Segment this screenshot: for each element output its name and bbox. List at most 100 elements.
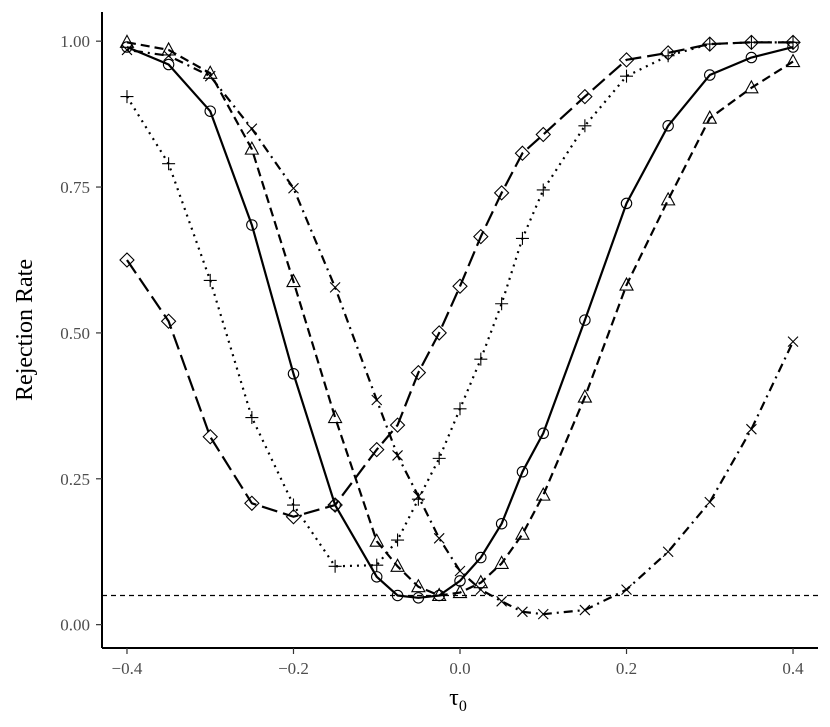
triangle-marker <box>494 555 510 569</box>
triangle-marker <box>119 34 135 48</box>
triangle-marker <box>161 41 177 56</box>
x-tick-label: −0.4 <box>112 659 143 678</box>
triangle-marker <box>244 140 260 155</box>
x-tick-label: 0.0 <box>449 659 470 678</box>
cross-marker <box>433 532 445 544</box>
x-tick-label: 0.4 <box>782 659 804 678</box>
diamond-marker <box>410 364 427 381</box>
circle-marker <box>391 589 404 602</box>
diamond-marker <box>514 145 531 161</box>
plus-marker <box>203 273 217 287</box>
diamond-marker <box>493 185 510 201</box>
triangle-marker <box>535 486 551 501</box>
cross-marker <box>746 423 757 435</box>
diamond-marker <box>431 325 447 341</box>
circle-marker <box>516 466 529 478</box>
plus-marker <box>432 451 446 465</box>
x-axis-title: τ0 <box>449 685 467 715</box>
x-tick-label: −0.2 <box>278 659 309 678</box>
cross-marker <box>392 450 403 461</box>
cross-marker <box>704 496 716 508</box>
cross-marker <box>496 595 508 607</box>
circle-marker <box>412 592 425 604</box>
plus-marker <box>453 402 467 416</box>
series-diamond <box>119 34 801 525</box>
circle-marker <box>620 197 633 210</box>
cross-marker <box>662 546 674 558</box>
y-tick-label: 0.25 <box>60 470 90 489</box>
cross-marker <box>537 608 549 620</box>
triangle-marker <box>785 53 801 68</box>
diamond-marker <box>535 126 552 143</box>
cross-marker <box>163 50 174 62</box>
x-axis-title-main: τ <box>449 685 459 711</box>
series-line-longdash <box>126 41 794 518</box>
plus-marker <box>245 411 259 425</box>
plus-marker <box>162 157 176 171</box>
cross-marker <box>246 123 258 135</box>
y-tick-label: 1.00 <box>60 32 90 51</box>
diamond-marker <box>452 278 468 295</box>
plus-marker <box>536 183 550 197</box>
circle-marker <box>495 517 508 530</box>
cross-marker <box>329 282 341 293</box>
triangle-marker <box>431 587 447 602</box>
triangle-marker <box>410 578 426 593</box>
cross-marker <box>579 604 591 616</box>
plus-marker <box>495 297 509 311</box>
diamond-marker <box>473 228 489 245</box>
series-triangle <box>119 34 801 602</box>
circle-marker <box>246 219 258 231</box>
axes <box>101 12 818 649</box>
triangle-marker <box>452 584 468 599</box>
triangle-marker <box>702 110 718 124</box>
series-plus <box>120 35 800 573</box>
y-tick-label: 0.75 <box>60 178 90 197</box>
diamond-marker <box>618 52 635 68</box>
cross-marker <box>621 584 632 596</box>
diamond-marker <box>743 34 760 51</box>
plus-marker <box>578 119 592 133</box>
plus-marker <box>328 559 342 573</box>
plus-marker <box>120 90 134 104</box>
cross-marker <box>288 182 299 194</box>
circle-marker <box>579 314 591 326</box>
cross-marker <box>204 70 216 82</box>
circle-marker <box>475 551 487 564</box>
plus-marker <box>411 492 425 506</box>
diamond-marker <box>701 36 718 52</box>
y-axis-title: Rejection Rate <box>12 259 38 401</box>
circle-marker <box>537 427 550 440</box>
triangle-marker <box>660 191 676 206</box>
y-tick-label: 0.00 <box>60 616 90 635</box>
diamond-marker <box>327 497 343 513</box>
triangle-marker <box>369 533 385 547</box>
cross-marker <box>475 584 487 596</box>
circle-marker <box>745 51 758 64</box>
series-line-dashed <box>126 41 794 597</box>
diamond-marker <box>285 508 302 525</box>
circle-marker <box>662 120 674 132</box>
x-axis-title-subscript: 0 <box>459 698 467 715</box>
plus-marker <box>474 352 488 366</box>
diamond-marker <box>160 313 177 330</box>
series-line-solid <box>126 45 794 599</box>
triangle-marker <box>390 558 405 572</box>
diamond-marker <box>368 441 385 458</box>
diamond-marker <box>202 429 219 445</box>
plus-marker <box>620 69 634 83</box>
plus-marker <box>515 231 529 245</box>
triangle-marker <box>515 526 530 540</box>
diamond-marker <box>577 88 593 105</box>
diamond-marker <box>244 495 260 512</box>
triangle-marker <box>286 273 301 288</box>
circle-marker <box>329 499 341 511</box>
diamond-marker <box>119 252 135 268</box>
circle-marker <box>162 58 175 71</box>
diamond-marker <box>660 45 676 61</box>
cross-marker <box>517 606 528 618</box>
cross-marker <box>787 336 799 348</box>
triangle-marker <box>577 388 593 403</box>
triangle-marker <box>743 79 759 94</box>
